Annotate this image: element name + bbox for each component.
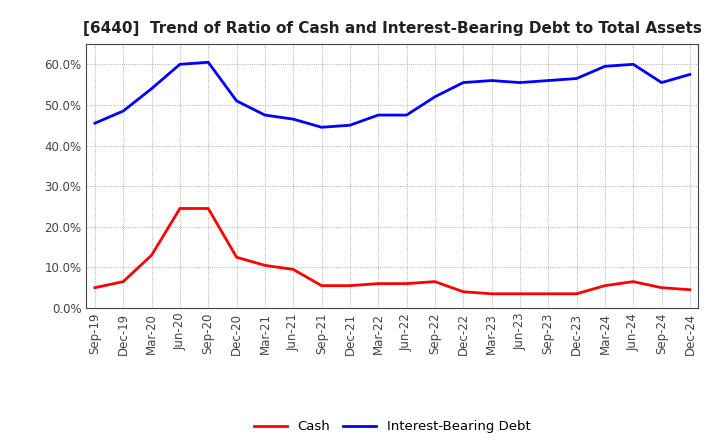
Cash — [204, 206, 212, 211]
Line: Interest-Bearing Debt: Interest-Bearing Debt — [95, 62, 690, 127]
Cash — [176, 206, 184, 211]
Title: [6440]  Trend of Ratio of Cash and Interest-Bearing Debt to Total Assets: [6440] Trend of Ratio of Cash and Intere… — [83, 21, 702, 36]
Interest-Bearing Debt — [544, 78, 552, 83]
Interest-Bearing Debt — [374, 113, 382, 118]
Interest-Bearing Debt — [459, 80, 467, 85]
Cash — [91, 285, 99, 290]
Cash — [600, 283, 609, 288]
Interest-Bearing Debt — [431, 94, 439, 99]
Interest-Bearing Debt — [289, 117, 297, 122]
Interest-Bearing Debt — [402, 113, 411, 118]
Interest-Bearing Debt — [685, 72, 694, 77]
Cash — [261, 263, 269, 268]
Cash — [657, 285, 666, 290]
Cash — [572, 291, 581, 297]
Cash — [233, 255, 241, 260]
Cash — [318, 283, 326, 288]
Cash — [119, 279, 127, 284]
Interest-Bearing Debt — [148, 86, 156, 92]
Interest-Bearing Debt — [572, 76, 581, 81]
Cash — [629, 279, 637, 284]
Interest-Bearing Debt — [91, 121, 99, 126]
Cash — [402, 281, 411, 286]
Cash — [374, 281, 382, 286]
Interest-Bearing Debt — [346, 123, 354, 128]
Interest-Bearing Debt — [318, 125, 326, 130]
Interest-Bearing Debt — [204, 60, 212, 65]
Cash — [148, 253, 156, 258]
Interest-Bearing Debt — [119, 108, 127, 114]
Line: Cash: Cash — [95, 209, 690, 294]
Interest-Bearing Debt — [600, 64, 609, 69]
Cash — [516, 291, 524, 297]
Cash — [544, 291, 552, 297]
Cash — [346, 283, 354, 288]
Interest-Bearing Debt — [233, 98, 241, 103]
Cash — [431, 279, 439, 284]
Interest-Bearing Debt — [516, 80, 524, 85]
Cash — [289, 267, 297, 272]
Interest-Bearing Debt — [487, 78, 496, 83]
Cash — [487, 291, 496, 297]
Interest-Bearing Debt — [657, 80, 666, 85]
Legend: Cash, Interest-Bearing Debt: Cash, Interest-Bearing Debt — [248, 415, 536, 439]
Interest-Bearing Debt — [629, 62, 637, 67]
Cash — [685, 287, 694, 292]
Cash — [459, 289, 467, 294]
Interest-Bearing Debt — [261, 113, 269, 118]
Interest-Bearing Debt — [176, 62, 184, 67]
